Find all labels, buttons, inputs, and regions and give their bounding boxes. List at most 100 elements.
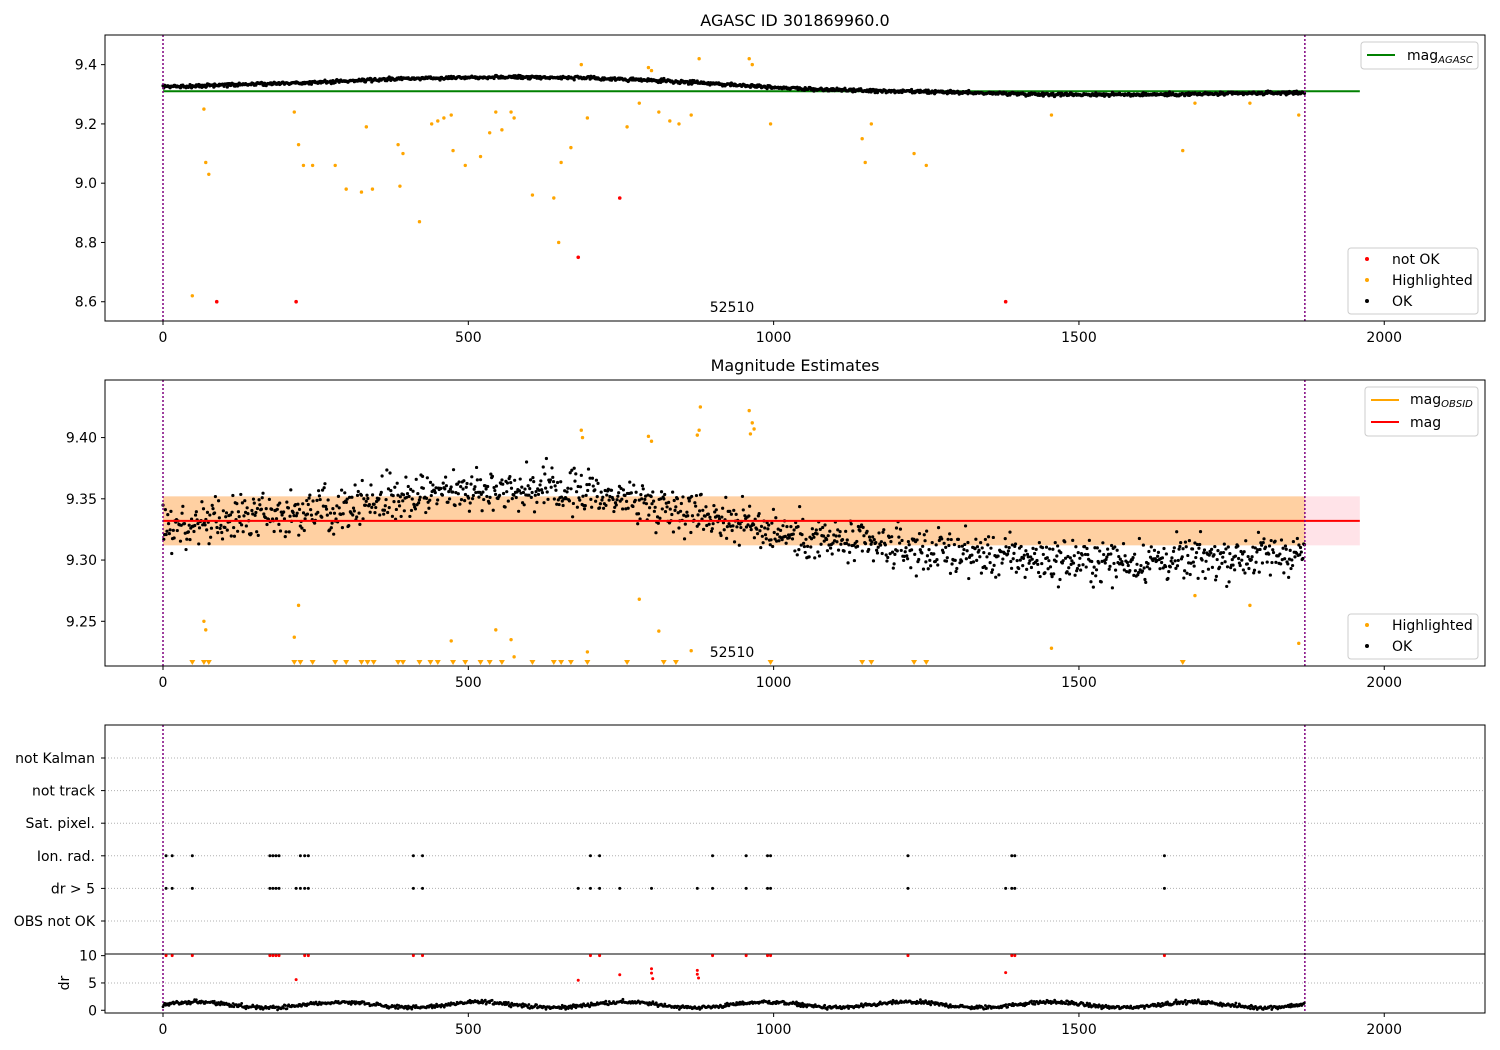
ok-point: [351, 513, 355, 517]
ok-point: [166, 513, 170, 517]
flag-point: [1013, 886, 1017, 890]
ok-point: [867, 535, 872, 539]
ok-point: [940, 537, 944, 541]
flag-point: [650, 886, 654, 890]
ok-point: [360, 478, 364, 483]
ok-point: [767, 523, 771, 527]
flag-category-label: dr > 5: [51, 881, 95, 897]
ok-point: [651, 499, 656, 503]
ok-point: [574, 490, 579, 494]
ok-point: [874, 540, 878, 545]
flag-point: [695, 886, 699, 890]
ok-point: [594, 478, 599, 482]
panel-2-ytick-label: 9.25: [66, 614, 97, 630]
ok-point: [489, 472, 493, 476]
dr-flag-point: [650, 967, 654, 971]
dr-flag-point: [271, 954, 275, 958]
ok-point: [633, 498, 637, 502]
ok-point: [1189, 561, 1193, 565]
ok-point: [729, 512, 733, 516]
highlighted-below-marker: [767, 660, 774, 665]
ok-point: [1252, 571, 1256, 575]
ok-point: [653, 505, 657, 509]
ok-point: [262, 512, 266, 516]
ok-point: [289, 488, 293, 492]
ok-point: [743, 514, 747, 518]
ok-point: [350, 495, 354, 499]
ok-point: [690, 494, 694, 499]
ok-point: [644, 494, 648, 498]
ok-point: [487, 501, 491, 505]
ok-point: [1158, 567, 1162, 571]
ok-point: [324, 504, 328, 509]
ok-point: [428, 480, 433, 484]
ok-point: [1131, 556, 1135, 560]
ok-point: [879, 540, 884, 544]
legend-not-ok: not OK: [1392, 252, 1440, 268]
flag-point: [164, 854, 168, 858]
ok-point: [1200, 558, 1204, 562]
ok-point: [429, 493, 433, 498]
ok-point: [252, 501, 256, 505]
ok-point: [505, 481, 510, 485]
highlighted-below-marker: [660, 660, 667, 665]
ok-point: [735, 525, 739, 529]
dr-point: [1006, 1005, 1010, 1009]
ok-point: [209, 526, 214, 530]
ok-point: [1010, 543, 1014, 547]
ok-point: [1089, 580, 1093, 584]
ok-point: [377, 497, 381, 501]
ok-point: [364, 499, 368, 503]
ok-point: [255, 530, 259, 534]
ok-point: [324, 507, 329, 511]
flag-point: [190, 886, 194, 890]
ok-point: [1171, 549, 1176, 554]
ok-point: [603, 488, 607, 493]
ok-point: [747, 514, 751, 518]
ok-point: [334, 517, 338, 521]
ok-point: [571, 515, 575, 519]
ok-point: [515, 490, 519, 494]
ok-point: [1193, 541, 1197, 545]
ok-point: [203, 523, 207, 527]
not-ok-point: [294, 299, 298, 304]
ok-point: [1046, 567, 1050, 571]
ok-point: [1226, 545, 1230, 549]
ok-point: [694, 493, 699, 498]
ok-point: [1225, 565, 1230, 569]
ok-point: [369, 483, 373, 487]
panel-1-ytick-label: 8.6: [75, 295, 97, 311]
ok-point: [946, 537, 950, 541]
ok-point: [936, 526, 941, 530]
ok-point: [309, 82, 314, 86]
ok-point: [386, 487, 391, 491]
flag-point: [1004, 886, 1008, 890]
ok-point: [366, 496, 370, 501]
ok-point: [964, 557, 968, 561]
ok-point: [1028, 559, 1032, 563]
ok-point: [728, 509, 732, 513]
dr-point: [1249, 1007, 1252, 1011]
ok-point: [1140, 569, 1145, 573]
ok-point: [591, 484, 595, 488]
ok-point: [1108, 564, 1112, 568]
ok-point: [1185, 571, 1189, 575]
ok-point: [410, 497, 414, 501]
dr-point: [282, 1006, 285, 1010]
ok-point: [944, 545, 948, 550]
ok-point: [655, 515, 660, 519]
ok-point: [928, 558, 932, 562]
ok-point: [224, 511, 229, 515]
ok-point: [1121, 542, 1126, 546]
ok-point: [518, 477, 522, 481]
ok-point: [1051, 547, 1055, 551]
ok-point: [1252, 568, 1257, 572]
ok-point: [1113, 568, 1118, 572]
ok-point: [659, 490, 664, 494]
ok-point: [221, 509, 225, 513]
ok-point: [917, 557, 921, 562]
ok-point: [559, 480, 563, 484]
ok-point: [884, 553, 888, 557]
ok-point: [1031, 546, 1035, 550]
ok-point: [1128, 568, 1132, 573]
